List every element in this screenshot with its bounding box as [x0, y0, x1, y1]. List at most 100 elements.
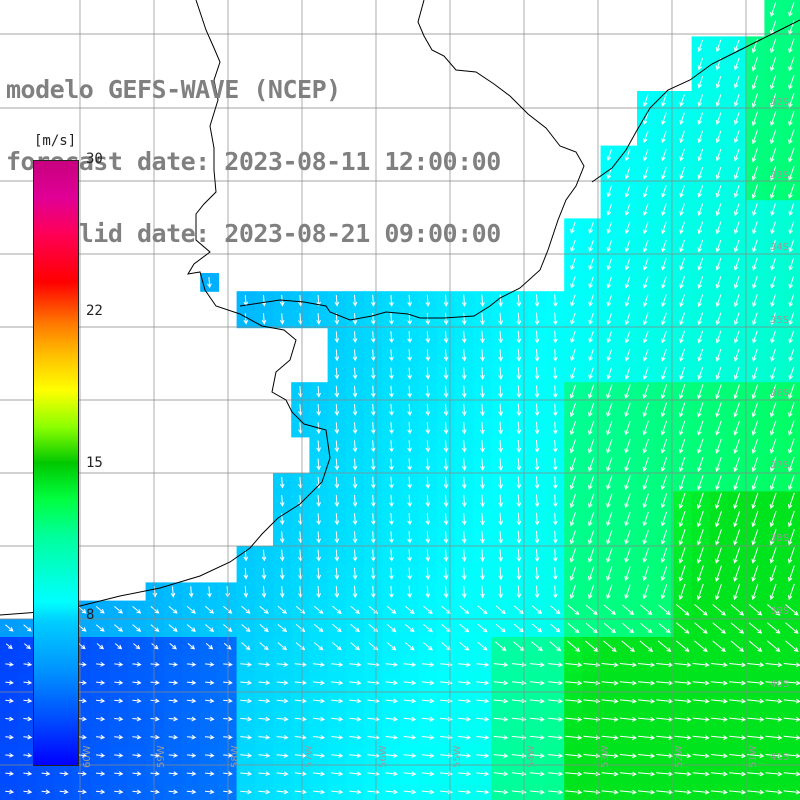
wind-arrow [96, 680, 106, 685]
wind-arrow [407, 494, 413, 508]
wind-arrow [549, 641, 562, 652]
wind-arrow [733, 583, 741, 601]
wind-arrow [661, 167, 667, 180]
longitude-label: 57W [304, 745, 315, 768]
wind-arrow [583, 735, 601, 740]
wind-arrow [476, 698, 490, 704]
wind-arrow [24, 643, 31, 650]
wind-arrow [534, 512, 540, 526]
wind-arrow [715, 330, 722, 344]
wind-arrow [443, 331, 449, 344]
wind-arrow [570, 367, 576, 380]
wind-arrow [733, 203, 740, 217]
wind-arrow [334, 331, 340, 344]
wind-arrow [276, 771, 289, 777]
wind-arrow [150, 789, 160, 795]
wind-arrow [588, 312, 594, 326]
wind-arrow [661, 94, 667, 107]
wind-arrow [498, 421, 504, 435]
wind-arrow [407, 458, 413, 471]
wind-arrow [606, 439, 613, 454]
wind-arrow [710, 753, 728, 759]
wind-arrow [624, 221, 631, 235]
wind-arrow [534, 549, 540, 563]
wind-arrow [331, 716, 344, 722]
wind-arrow [77, 716, 87, 722]
wind-arrow [715, 402, 722, 418]
wind-arrow [443, 422, 449, 435]
wind-arrow [788, 38, 795, 54]
wind-arrow [715, 312, 722, 326]
wind-arrow [638, 735, 656, 740]
wind-arrow [132, 716, 142, 722]
wind-arrow [588, 475, 595, 490]
wind-arrow [279, 495, 285, 507]
wind-arrow [169, 643, 177, 650]
wind-arrow [569, 439, 577, 454]
wind-arrow [480, 330, 485, 344]
wind-arrow [261, 567, 267, 580]
wind-arrow [569, 511, 577, 527]
wind-arrow [425, 458, 431, 471]
wind-arrow [588, 367, 594, 380]
wind-arrow [751, 510, 759, 528]
wind-arrow [751, 56, 759, 72]
wind-arrow [643, 330, 649, 344]
wind-arrow [679, 112, 685, 125]
wind-arrow [660, 384, 668, 400]
wind-arrow [566, 640, 581, 652]
wind-arrow [458, 680, 471, 686]
wind-arrow [276, 734, 289, 740]
wind-arrow [477, 623, 488, 633]
wind-arrow [733, 402, 740, 418]
colorbar [33, 160, 79, 766]
wind-arrow [733, 239, 740, 253]
wind-arrow [443, 549, 449, 562]
wind-arrow [331, 734, 344, 740]
wind-arrow [241, 624, 251, 632]
wind-arrow [403, 698, 417, 704]
wind-arrow [334, 440, 340, 453]
wind-arrow [352, 404, 358, 416]
wind-arrow [585, 604, 598, 615]
wind-arrow [715, 294, 722, 308]
wind-arrow [114, 624, 124, 632]
wind-arrow [334, 367, 340, 380]
wind-arrow [715, 384, 722, 400]
wind-arrow [769, 475, 777, 491]
wind-arrow [751, 147, 759, 163]
wind-arrow [114, 771, 124, 776]
wind-arrow [151, 643, 159, 650]
wind-arrow [638, 753, 656, 759]
wind-arrow [385, 662, 399, 667]
wind-arrow [476, 734, 490, 740]
wind-arrow [679, 258, 685, 271]
wind-arrow [710, 716, 728, 722]
wind-arrow [370, 458, 376, 471]
wind-arrow [696, 583, 704, 601]
wind-arrow [316, 585, 322, 599]
wind-arrow [588, 349, 594, 362]
wind-arrow [349, 680, 362, 686]
wind-arrow [458, 734, 472, 740]
wind-arrow [258, 716, 271, 722]
wind-arrow [624, 167, 631, 180]
wind-arrow [516, 440, 522, 453]
wind-arrow [480, 549, 485, 562]
wind-arrow [606, 312, 613, 326]
wind-arrow [788, 366, 795, 381]
wind-arrow [679, 457, 686, 472]
wind-arrow [588, 530, 595, 545]
wind-arrow [661, 130, 667, 144]
wind-arrow [733, 510, 741, 528]
wind-arrow [674, 735, 692, 740]
wind-arrow [678, 510, 686, 528]
wind-arrow [23, 716, 33, 722]
wind-arrow [389, 549, 394, 562]
wind-arrow [552, 294, 558, 308]
wind-arrow [425, 476, 431, 489]
wind-arrow [498, 494, 504, 508]
wind-arrow [752, 348, 758, 362]
wind-arrow [697, 402, 704, 418]
wind-arrow [421, 716, 435, 722]
